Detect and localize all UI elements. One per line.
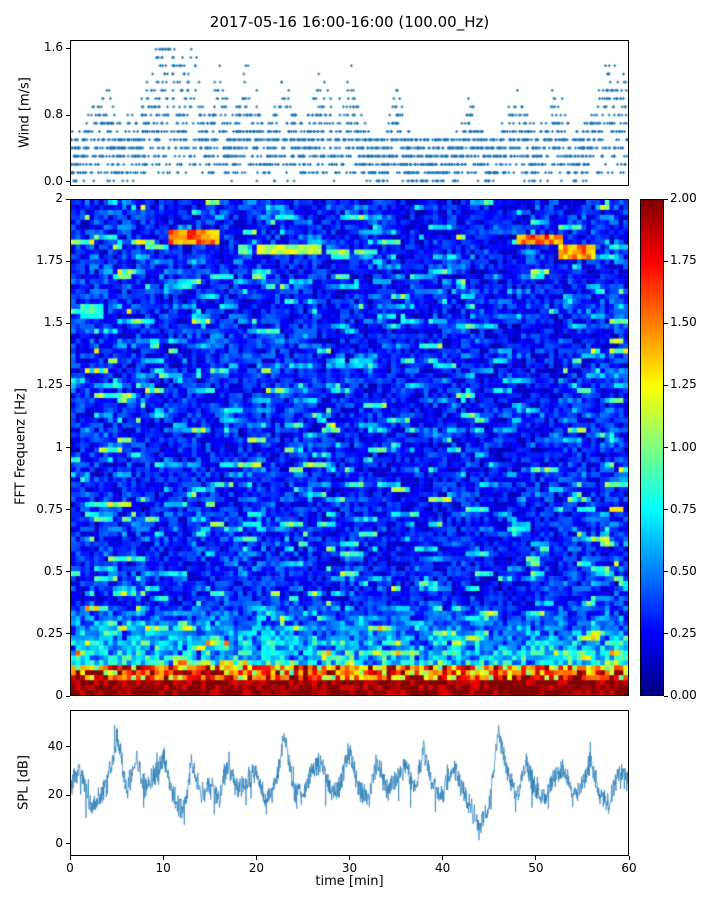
y-tick: [66, 843, 70, 845]
y-tick: [66, 322, 70, 324]
wind-scatter-plot: [70, 40, 629, 186]
colorbar-tick: [664, 695, 668, 697]
y-tick: [66, 794, 70, 796]
x-tick: [162, 856, 164, 860]
wind-canvas: [71, 41, 628, 185]
x-tick-label: 50: [528, 861, 544, 875]
x-tick-label: 60: [621, 861, 637, 875]
x-tick-label: 20: [248, 861, 264, 875]
spl-canvas: [71, 711, 628, 855]
x-tick: [628, 856, 630, 860]
colorbar-tick-label: 0.75: [670, 501, 697, 516]
colorbar-tick-label: 2.00: [670, 191, 697, 205]
spl-y-axis-label: SPL [dB]: [16, 755, 32, 810]
y-tick: [66, 746, 70, 747]
colorbar-tick: [664, 509, 668, 511]
y-tick-label: 1.75: [36, 253, 63, 268]
y-tick: [66, 114, 70, 116]
colorbar-tick-label: 1.25: [670, 377, 697, 392]
y-tick-label: 40: [47, 738, 63, 753]
colorbar-tick-label: 0.50: [670, 563, 697, 578]
y-tick: [66, 633, 70, 635]
y-tick-label: 1: [55, 439, 63, 454]
colorbar-tick: [664, 384, 668, 386]
x-axis-label: time [min]: [315, 874, 384, 889]
x-tick: [349, 856, 350, 860]
x-tick: [442, 856, 444, 860]
y-tick-label: 2: [55, 191, 63, 205]
y-tick-label: 0.8: [43, 107, 63, 122]
x-tick-label: 40: [435, 861, 451, 875]
x-tick-label: 10: [155, 861, 171, 875]
x-tick: [69, 856, 71, 860]
y-tick: [66, 695, 70, 697]
y-tick-label: 0.5: [43, 563, 63, 578]
spectrogram-plot: [70, 199, 629, 696]
colorbar-tick: [664, 322, 668, 324]
y-tick-label: 0.0: [43, 173, 63, 188]
y-tick-label: 1.25: [36, 377, 63, 392]
x-tick-label: 30: [341, 861, 358, 875]
y-tick-label: 20: [47, 787, 63, 802]
y-tick: [66, 47, 70, 49]
y-tick-label: 0: [55, 688, 63, 702]
y-tick: [66, 260, 70, 262]
y-tick: [66, 181, 70, 183]
x-tick-label: 0: [66, 861, 74, 875]
spectrogram-canvas: [71, 200, 628, 695]
y-tick-label: 1.5: [43, 315, 63, 330]
y-tick: [66, 198, 70, 200]
y-tick-label: 0: [55, 835, 63, 850]
y-tick: [66, 447, 70, 448]
spl-line-plot: [70, 710, 629, 856]
plot-title: 2017-05-16 16:00-16:00 (100.00_Hz): [209, 13, 490, 31]
y-tick-label: 0.25: [36, 625, 63, 640]
colorbar-tick-label: 0.25: [670, 625, 697, 640]
colorbar-tick-label: 1.75: [670, 253, 697, 268]
x-tick: [255, 856, 257, 860]
y-tick: [66, 571, 70, 573]
y-tick-label: 0.75: [36, 501, 63, 516]
colorbar: [640, 199, 664, 696]
colorbar-tick-label: 1.00: [670, 439, 697, 454]
colorbar-tick: [664, 633, 668, 635]
colorbar-tick: [664, 198, 668, 200]
colorbar-tick-label: 1.50: [670, 315, 697, 330]
y-tick: [66, 384, 70, 386]
y-tick: [66, 509, 70, 511]
colorbar-tick: [664, 447, 668, 448]
colorbar-canvas: [641, 200, 663, 695]
x-tick: [535, 856, 537, 860]
colorbar-tick: [664, 571, 668, 573]
y-tick-label: 1.6: [43, 40, 63, 55]
colorbar-tick-label: 0.00: [670, 688, 697, 702]
colorbar-tick: [664, 260, 668, 262]
